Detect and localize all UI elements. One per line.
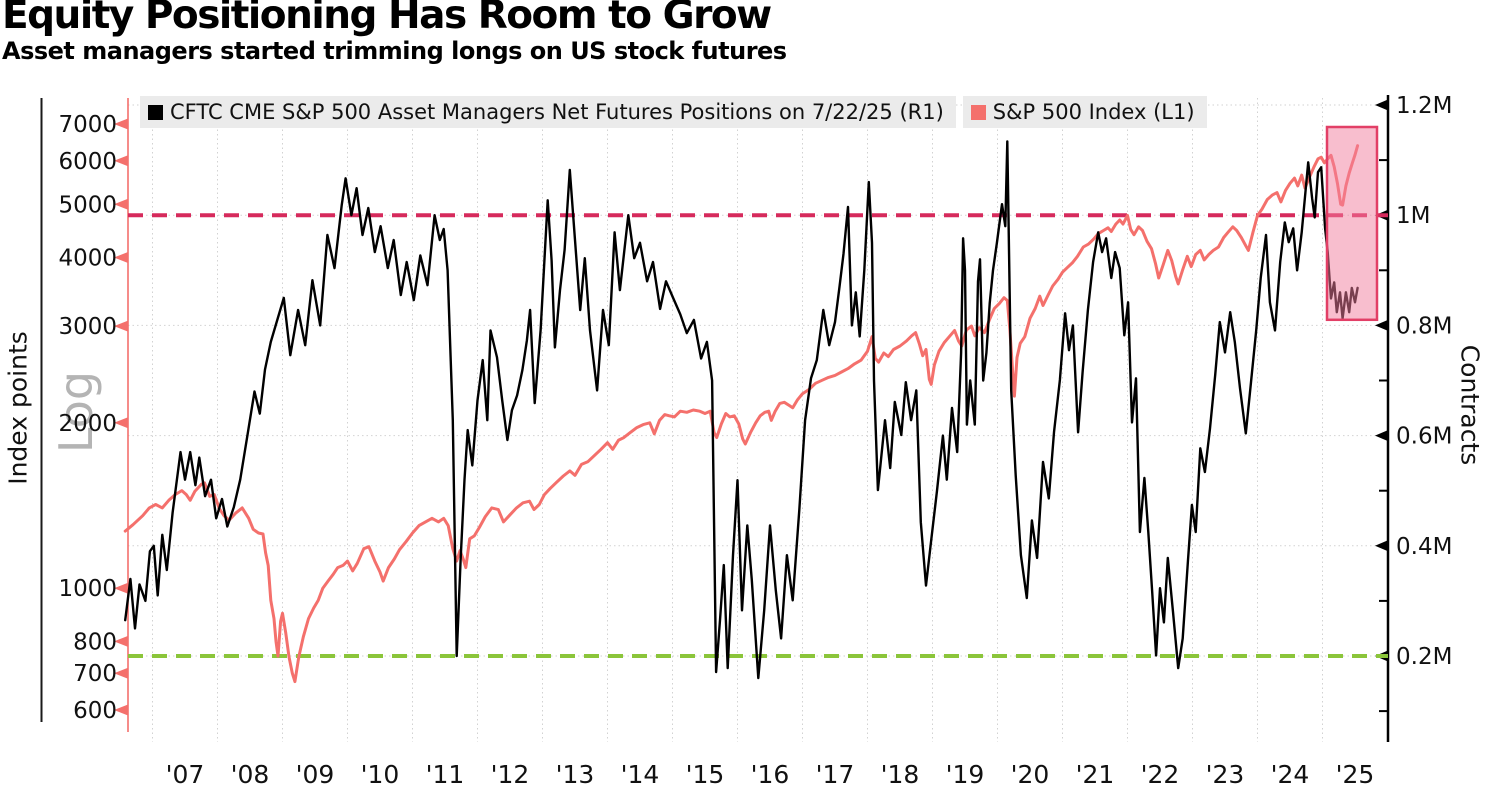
left-axis-tick-label: 600 — [73, 698, 117, 724]
x-tick-label: '21 — [1076, 760, 1115, 789]
legend: CFTC CME S&P 500 Asset Managers Net Futu… — [140, 96, 1207, 128]
right-axis-tick-label: 0.4M — [1396, 534, 1452, 560]
right-axis-tick-label: 0.6M — [1396, 424, 1452, 450]
year-gridlines — [152, 98, 1323, 742]
x-tick-label: '19 — [946, 760, 985, 789]
left-axis-tick-arrow — [114, 704, 128, 716]
x-tick-label: '24 — [1271, 760, 1310, 789]
left-axis-tick-label: 3000 — [58, 314, 117, 340]
x-tick-label: '13 — [556, 760, 595, 789]
right-axis-tick-label: 1.2M — [1396, 93, 1452, 119]
x-tick-label: '20 — [1011, 760, 1050, 789]
left-axis-tick-label: 4000 — [58, 245, 117, 271]
left-axis-tick-arrow — [114, 155, 128, 167]
left-axis-tick-arrow — [114, 635, 128, 647]
right-axis-tick-label: 0.8M — [1396, 313, 1452, 339]
left-axis-tick-label: 1000 — [58, 576, 117, 602]
page-subtitle: Asset managers started trimming longs on… — [2, 37, 787, 65]
x-tick-label: '17 — [816, 760, 855, 789]
legend-item-0: CFTC CME S&P 500 Asset Managers Net Futu… — [140, 96, 956, 128]
left-axis-tick-arrow — [114, 320, 128, 332]
left-axis-tick-label: 5000 — [58, 192, 117, 218]
x-tick-label: '25 — [1336, 760, 1375, 789]
legend-item-1: S&P 500 Index (L1) — [962, 96, 1207, 128]
legend-label: S&P 500 Index (L1) — [992, 100, 1195, 124]
right-axis-tick-label: 1M — [1396, 203, 1430, 229]
x-tick-label: '08 — [231, 760, 270, 789]
left-axis-title: Index points — [3, 331, 33, 485]
x-tick-label: '15 — [686, 760, 725, 789]
x-tick-label: '10 — [361, 760, 400, 789]
right-axis-tick-label: 0.2M — [1396, 644, 1452, 670]
left-axis-tick-label: 700 — [73, 661, 117, 687]
right-axis-tick-arrow — [1375, 430, 1388, 442]
right-axis-tick-arrow — [1375, 99, 1388, 111]
sp500-index-line — [123, 144, 1360, 684]
right-axis-tick-arrow — [1375, 540, 1388, 552]
page-title: Equity Positioning Has Room to Grow — [2, 0, 772, 38]
contracts-gridlines — [128, 104, 1388, 657]
left-axis-tick-label: 6000 — [58, 149, 117, 175]
left-axis-tick-arrow — [114, 417, 128, 429]
left-axis-tick-arrow — [114, 198, 128, 210]
left-axis-tick-label: 7000 — [58, 112, 117, 138]
left-axis-tick-arrow — [114, 252, 128, 263]
legend-swatch — [970, 104, 986, 120]
right-axis — [1375, 95, 1390, 742]
x-tick-label: '11 — [426, 760, 465, 789]
recent-trimming-highlight-box — [1325, 125, 1379, 322]
left-axis-tick-arrow — [114, 582, 128, 594]
left-axis-tick-label: 2000 — [58, 411, 117, 437]
x-tick-label: '09 — [296, 760, 335, 789]
legend-swatch — [148, 104, 163, 120]
net-futures-positions-line — [123, 140, 1359, 680]
x-tick-label: '23 — [1206, 760, 1245, 789]
x-tick-label: '18 — [881, 760, 920, 789]
x-tick-label: '22 — [1141, 760, 1180, 789]
x-tick-label: '07 — [166, 760, 205, 789]
x-tick-label: '14 — [621, 760, 660, 789]
x-tick-label: '12 — [491, 760, 530, 789]
x-tick-label: '16 — [751, 760, 790, 789]
legend-label: CFTC CME S&P 500 Asset Managers Net Futu… — [170, 100, 944, 124]
right-axis-tick-arrow — [1375, 319, 1388, 331]
right-axis-title: Contracts — [1455, 344, 1485, 466]
left-axis-tick-label: 800 — [73, 629, 117, 655]
left-axis-tick-arrow — [114, 667, 128, 679]
left-axis — [114, 98, 129, 732]
left-axis-tick-arrow — [114, 118, 128, 130]
